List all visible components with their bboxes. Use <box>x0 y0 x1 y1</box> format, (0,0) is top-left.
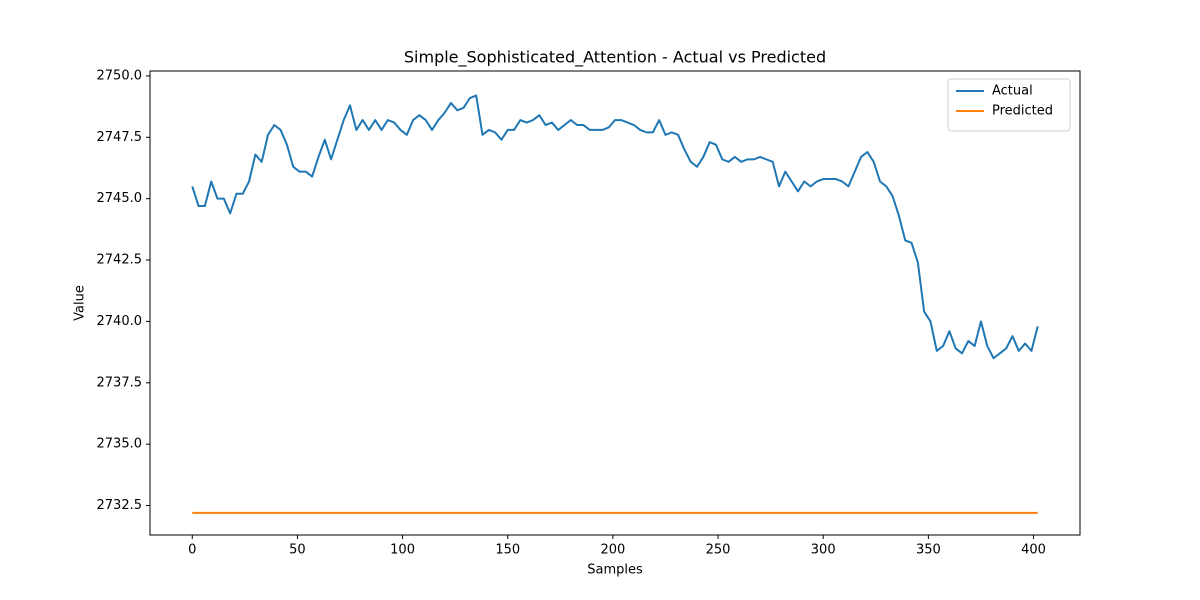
x-tick-label: 350 <box>916 543 941 558</box>
y-tick-label: 2750.0 <box>97 68 143 83</box>
y-tick-label: 2742.5 <box>97 253 143 268</box>
y-tick-label: 2732.5 <box>97 498 143 513</box>
plot-frame <box>149 70 1081 536</box>
y-tick-label: 2747.5 <box>97 130 143 145</box>
x-tick-label: 150 <box>495 543 520 558</box>
y-axis-label: Value <box>73 285 88 321</box>
x-tick-label: 50 <box>289 543 306 558</box>
x-tick-label: 400 <box>1021 543 1046 558</box>
x-tick-label: 0 <box>188 543 196 558</box>
y-tick-label: 2735.0 <box>97 437 143 452</box>
chart-title: Simple_Sophisticated_Attention - Actual … <box>404 48 826 68</box>
legend-label: Actual <box>992 84 1033 99</box>
x-tick-label: 250 <box>706 543 731 558</box>
x-axis-label: Samples <box>587 563 643 578</box>
x-tick-label: 100 <box>390 543 415 558</box>
y-tick-label: 2745.0 <box>97 191 143 206</box>
x-tick-label: 300 <box>811 543 836 558</box>
series-line <box>191 94 1039 360</box>
x-tick-label: 200 <box>600 543 625 558</box>
y-tick-label: 2740.0 <box>97 314 143 329</box>
legend-label: Predicted <box>992 104 1053 119</box>
y-tick-label: 2737.5 <box>97 375 143 390</box>
